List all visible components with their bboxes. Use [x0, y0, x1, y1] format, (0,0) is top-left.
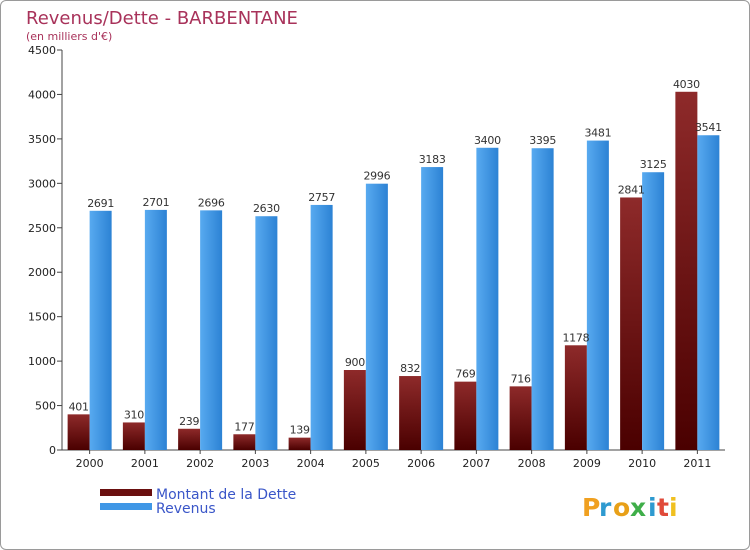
data-label-dette: 4030	[673, 78, 700, 91]
x-tick-label: 2009	[573, 457, 601, 470]
bar-revenus	[255, 216, 278, 450]
data-label-revenus: 2696	[198, 196, 225, 209]
data-label-dette: 900	[345, 356, 365, 369]
bar-dette	[675, 91, 698, 451]
bar-dette	[343, 370, 366, 450]
bar-dette	[620, 197, 643, 450]
bar-revenus	[697, 135, 720, 450]
bar-revenus	[586, 140, 609, 451]
y-tick-label: 3000	[28, 177, 56, 190]
bar-revenus	[531, 148, 554, 450]
data-label-dette: 177	[234, 420, 254, 433]
x-tick-label: 2004	[297, 457, 325, 470]
chart-title: Revenus/Dette - BARBENTANE	[26, 8, 298, 29]
bar-revenus	[310, 204, 333, 450]
data-label-revenus: 3183	[419, 153, 446, 166]
x-tick-label: 2011	[683, 457, 711, 470]
bar-revenus	[476, 147, 499, 450]
y-tick-label: 2500	[28, 222, 56, 235]
data-label-revenus: 3125	[640, 158, 667, 171]
bar-revenus	[200, 210, 223, 450]
y-tick-label: 4500	[28, 44, 56, 57]
data-label-revenus: 2630	[253, 202, 280, 215]
legend-swatch-revenus	[100, 503, 152, 510]
logo-letter: o	[613, 493, 630, 522]
bar-dette	[122, 422, 145, 450]
y-tick-label: 2000	[28, 266, 56, 279]
data-label-dette: 310	[124, 408, 144, 421]
data-label-revenus: 3481	[584, 127, 611, 140]
bar-dette	[233, 434, 256, 450]
bar-dette	[67, 414, 90, 450]
axes: 0 500 1000 1500 2000 2500 3000 3500 4000 4500 2000…	[28, 44, 725, 470]
x-tick-label: 2010	[628, 457, 656, 470]
legend-label-revenus: Revenus	[156, 501, 216, 517]
bars	[67, 91, 720, 451]
x-tick-label: 2002	[186, 457, 214, 470]
data-label-revenus: 2996	[363, 170, 390, 183]
logo-letter: P	[582, 493, 600, 522]
data-label-dette: 401	[69, 400, 89, 413]
bar-dette	[509, 386, 532, 450]
logo-letter: r	[599, 493, 612, 522]
y-tick-label: 0	[49, 444, 56, 457]
bar-revenus	[421, 167, 444, 451]
y-tick-label: 4000	[28, 88, 56, 101]
data-label-revenus: 3400	[474, 134, 501, 147]
y-tick-label: 1500	[28, 311, 56, 324]
bar-revenus	[144, 209, 167, 450]
bar-dette	[399, 376, 422, 450]
data-label-revenus: 2691	[87, 197, 114, 210]
data-label-dette: 139	[290, 424, 310, 437]
bar-dette	[178, 428, 201, 450]
data-labels: 401 2691 310 2701 239 2696 177 2630 139 2757 900 29…	[69, 78, 723, 437]
data-label-revenus: 2757	[308, 191, 335, 204]
data-label-dette: 716	[511, 372, 531, 385]
y-tick-label: 1000	[28, 355, 56, 368]
data-label-dette: 1178	[562, 331, 589, 344]
data-label-dette: 769	[455, 368, 475, 381]
data-label-revenus: 3395	[529, 134, 556, 147]
bar-revenus	[89, 210, 112, 450]
logo-letter: i	[648, 493, 657, 522]
legend: Montant de la Dette Revenus	[100, 487, 296, 517]
data-label-revenus: 3541	[695, 121, 722, 134]
logo-letter: x	[630, 493, 646, 522]
legend-label-debt: Montant de la Dette	[156, 487, 296, 503]
legend-swatch-debt	[100, 489, 152, 496]
x-tick-label: 2001	[131, 457, 159, 470]
bar-revenus	[642, 172, 665, 450]
bar-revenus	[365, 183, 388, 450]
x-tick-label: 2008	[518, 457, 546, 470]
x-tick-label: 2000	[76, 457, 104, 470]
x-tick-label: 2005	[352, 457, 380, 470]
x-tick-label: 2007	[462, 457, 490, 470]
bar-dette	[454, 381, 477, 450]
logo-letter: i	[669, 493, 678, 522]
data-label-dette: 832	[400, 362, 420, 375]
x-tick-label: 2006	[407, 457, 435, 470]
y-tick-label: 500	[35, 400, 56, 413]
logo-letter: t	[657, 493, 669, 522]
y-tick-label: 3500	[28, 133, 56, 146]
x-tick-label: 2003	[241, 457, 269, 470]
data-label-revenus: 2701	[142, 196, 169, 209]
data-label-dette: 2841	[618, 183, 645, 196]
proxiti-logo: Pr o x i t i	[582, 493, 678, 522]
chart-subtitle: (en milliers d'€)	[26, 30, 112, 43]
bar-dette	[564, 345, 587, 450]
data-label-dette: 239	[179, 415, 199, 428]
bar-dette	[288, 437, 311, 450]
